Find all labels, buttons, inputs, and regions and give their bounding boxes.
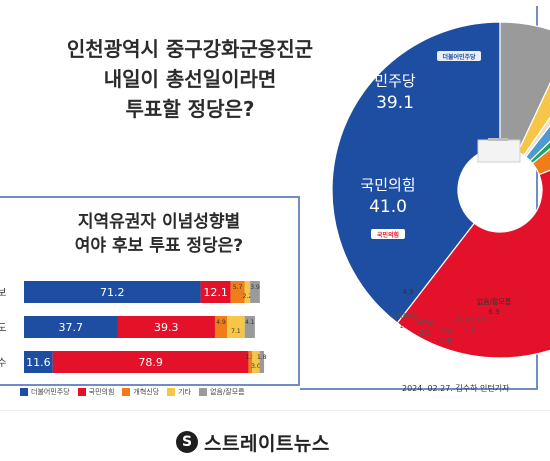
- bar-category-2: 보수: [0, 357, 6, 369]
- bar-value-0-3: 2.2: [243, 293, 253, 300]
- bar-segment-2-4: [259, 351, 265, 373]
- bar-segment-0-0: [24, 281, 201, 303]
- legend-item-0: 더불어민주당: [20, 387, 70, 397]
- democratic-logo-icon: [437, 51, 481, 61]
- legend-item-3: 기타: [167, 387, 191, 397]
- pie-label-value-0: 39.1: [376, 93, 414, 113]
- legend-label-4: 없음/잘모름: [210, 388, 245, 396]
- pie-label-name-1: 국민의힘: [360, 176, 415, 194]
- legend-item-4: 없음/잘모름: [199, 387, 245, 397]
- pie-label-value-3: 6.9: [488, 308, 499, 316]
- legend-swatch-2: [122, 388, 131, 396]
- bar-segment-1-4: [244, 316, 255, 338]
- legend-label-1: 국민의힘: [88, 388, 115, 396]
- legend-swatch-3: [167, 388, 176, 396]
- bar-value-1-1: 39.3: [154, 321, 179, 334]
- bar-segment-2-1: [52, 351, 249, 373]
- headline-line-1: 인천광역시 중구강화군옹진군: [66, 37, 314, 61]
- pie-slice-0: [331, 21, 501, 324]
- bar-value-0-0: 71.2: [100, 286, 125, 299]
- pie-outside-label-3: 기타후보소속: [453, 316, 487, 324]
- logo-text: 스트레이트뉴스: [204, 432, 330, 455]
- legend-swatch-1: [77, 388, 86, 396]
- pie-outside-label-2: 진보: [440, 327, 452, 335]
- legend-label-3: 기타: [178, 388, 192, 396]
- bar-value-2-0: 11.6: [26, 356, 51, 369]
- sub-headline-line-2: 여야 후보 투표 정당은?: [74, 236, 244, 256]
- ballot-slot-icon: [488, 138, 508, 141]
- pie-slice-2: [531, 148, 550, 176]
- pie-outside-value-3: 2.6: [464, 326, 476, 334]
- bar-value-1-3: 7.1: [231, 328, 241, 335]
- bar-value-0-1: 12.1: [203, 286, 228, 299]
- legend-item-1: 국민의힘: [77, 387, 115, 397]
- publisher-logo: S 스트레이트뉴스: [176, 428, 330, 456]
- legend-swatch-4: [199, 388, 208, 396]
- pie-label-value-1: 41.0: [369, 197, 407, 217]
- headline-line-3: 투표할 정당은?: [125, 97, 255, 121]
- pie-panel-frame: [300, 6, 538, 390]
- bar-value-2-1: 78.9: [138, 356, 163, 369]
- headline: 인천광역시 중구강화군옹진군 내일이 총선일이라면 투표할 정당은?: [40, 34, 340, 124]
- pie-outside-value-2: 0.9: [440, 337, 451, 345]
- democratic-logo-text: 더불어민주당: [442, 53, 476, 61]
- bar-segment-0-4: [250, 281, 260, 303]
- pie-label-name-3: 없음/잘모름: [477, 298, 512, 306]
- pie-outside-label-0: 녹색정의당: [391, 312, 419, 320]
- bar-segment-0-1: [200, 281, 231, 303]
- bar-segment-2-3: [252, 351, 260, 373]
- ppp-logo-icon: [371, 229, 405, 239]
- bar-category-1: 중도: [0, 322, 6, 334]
- sub-headline: 지역유권자 이념성향별 여야 후보 투표 정당은?: [24, 210, 294, 258]
- sub-headline-line-1: 지역유권자 이념성향별: [77, 212, 241, 232]
- bar-value-0-4: 3.9: [250, 284, 260, 291]
- bar-segment-1-1: [117, 316, 215, 338]
- pie-slice-1: [396, 169, 550, 359]
- legend-swatch-0: [20, 388, 28, 396]
- bar-value-2-3: 3.0: [251, 363, 261, 370]
- bar-segment-1-3: [227, 316, 245, 338]
- bar-value-0-2: 5.7: [233, 284, 243, 291]
- ppp-logo-text: 국민의힘: [377, 231, 399, 239]
- legend-label-2: 개혁신당: [133, 388, 160, 396]
- bar-value-1-0: 37.7: [58, 321, 83, 334]
- footer-divider: [0, 410, 550, 411]
- bar-segment-0-3: [244, 281, 251, 303]
- bar-legend: 더불어민주당 국민의힘 개혁신당 기타 없음/잘모름: [20, 385, 245, 399]
- pie-outside-value-1: 2.2: [419, 329, 430, 337]
- bar-value-1-2: 4.9: [216, 319, 226, 326]
- bar-segment-0-2: [230, 281, 245, 303]
- legend-label-0: 더불어민주당: [31, 388, 70, 396]
- bar-segment-1-0: [24, 316, 118, 338]
- bar-segment-1-2: [214, 316, 228, 338]
- bar-panel-frame: [0, 196, 300, 386]
- legend-item-2: 개혁신당: [122, 387, 159, 397]
- pie-outside-value-0: 1.3: [399, 322, 410, 330]
- pie-label-name-0: 민주당: [374, 72, 416, 90]
- bar-segment-2-2: [248, 351, 253, 373]
- pie-label-value-2: 4.9: [402, 288, 413, 296]
- bar-value-2-4: 1.8: [257, 354, 267, 361]
- bar-segment-2-0: [24, 351, 53, 373]
- logo-mark-icon: S: [176, 431, 198, 453]
- bar-category-0: 진보: [0, 287, 6, 299]
- credit-text: 2024. 02.27. 김수하 인턴기자: [402, 384, 510, 393]
- pie-outside-label-1: 새진보: [417, 319, 434, 327]
- bar-value-2-2: 1.5: [246, 354, 256, 361]
- bar-value-1-4: 4.1: [245, 319, 255, 326]
- headline-line-2: 내일이 총선일이라면: [103, 67, 277, 91]
